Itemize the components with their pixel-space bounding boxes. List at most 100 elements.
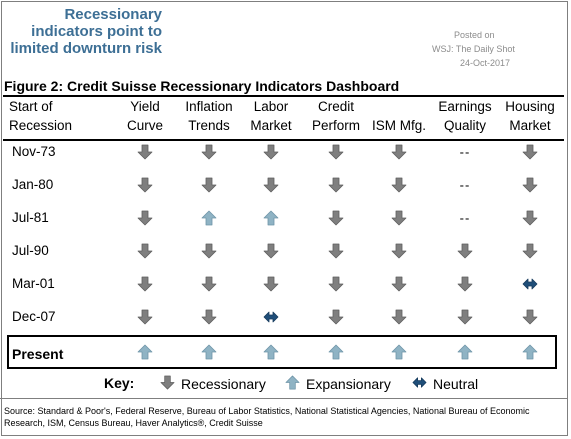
row-header-line-1: Start of	[9, 99, 53, 114]
posted-line-3: 24-Oct-2017	[460, 58, 511, 68]
key-expansionary: Expansionary	[285, 375, 391, 393]
posted-line-1: Posted on	[454, 30, 495, 40]
recessionary-arrow-icon	[328, 144, 344, 160]
row-label: Mar-01	[12, 276, 55, 291]
row-label: Present	[12, 346, 64, 362]
recessionary-arrow-icon	[391, 276, 407, 292]
column-header-line	[372, 97, 426, 116]
row-label: Nov-73	[12, 144, 56, 159]
column-header-yield: Yield Curve	[127, 97, 163, 135]
key-neutral-label: Neutral	[433, 376, 479, 392]
recessionary-arrow-icon	[457, 243, 473, 259]
recessionary-arrow-icon	[201, 276, 217, 292]
column-header-line: Market	[509, 118, 551, 133]
header-rule-bottom	[3, 139, 564, 141]
neutral-arrow-icon	[522, 276, 538, 292]
column-header-line: Perform	[311, 118, 361, 133]
column-header-line: Trends	[188, 118, 230, 133]
recessionary-arrow-icon	[457, 276, 473, 292]
figure-title: Figure 2: Credit Suisse Recessionary Ind…	[4, 78, 400, 94]
key-label: Key:	[104, 375, 135, 391]
row-label: Dec-07	[12, 309, 56, 324]
no-data-cell: --	[459, 144, 471, 160]
key-neutral: Neutral	[412, 375, 478, 393]
expansionary-arrow-icon	[328, 344, 344, 360]
recessionary-arrow-icon	[457, 309, 473, 325]
no-data-cell: --	[459, 210, 471, 226]
recessionary-arrow-icon	[263, 243, 279, 259]
neutral-arrow-icon	[412, 375, 427, 393]
recessionary-arrow-icon	[391, 144, 407, 160]
column-header-ism: ISM Mfg.	[372, 97, 426, 135]
expansionary-arrow-icon	[201, 344, 217, 360]
recessionary-arrow-icon	[201, 309, 217, 325]
recessionary-arrow-icon	[137, 243, 153, 259]
header-rule-top	[3, 95, 564, 97]
recessionary-arrow-icon	[328, 177, 344, 193]
recessionary-arrow-icon	[160, 375, 175, 393]
recessionary-arrow-icon	[201, 243, 217, 259]
expansionary-arrow-icon	[201, 210, 217, 226]
recessionary-arrow-icon	[263, 144, 279, 160]
column-header-earnings: Earnings Quality	[438, 97, 491, 135]
recessionary-arrow-icon	[391, 210, 407, 226]
column-header-inflation: Inflation Trends	[185, 97, 232, 135]
recessionary-arrow-icon	[137, 210, 153, 226]
expansionary-arrow-icon	[263, 210, 279, 226]
column-header-line: ISM Mfg.	[371, 118, 427, 133]
expansionary-arrow-icon	[391, 344, 407, 360]
recessionary-arrow-icon	[201, 144, 217, 160]
recessionary-arrow-icon	[522, 177, 538, 193]
row-label: Jul-90	[12, 243, 49, 258]
key-expansionary-label: Expansionary	[306, 376, 391, 392]
recessionary-arrow-icon	[522, 309, 538, 325]
neutral-arrow-icon	[263, 309, 279, 325]
column-header-line: Credit	[317, 99, 355, 114]
column-header-housing: Housing Market	[505, 97, 555, 135]
headline: Recessionary indicators point to limited…	[10, 6, 162, 57]
recessionary-arrow-icon	[391, 177, 407, 193]
expansionary-arrow-icon	[522, 344, 538, 360]
column-header-line: Quality	[443, 118, 487, 133]
column-header-line: Labor	[253, 99, 289, 114]
column-header-line: Market	[250, 118, 292, 133]
recessionary-arrow-icon	[137, 177, 153, 193]
present-row-box	[7, 335, 557, 369]
column-header-line: Inflation	[185, 99, 233, 114]
column-header-labor: Labor Market	[250, 97, 291, 135]
column-header-line: Housing	[505, 99, 555, 114]
recessionary-arrow-icon	[137, 144, 153, 160]
recessionary-arrow-icon	[328, 210, 344, 226]
recessionary-arrow-icon	[137, 276, 153, 292]
posted-note: Posted on WSJ: The Daily Shot 24-Oct-201…	[432, 28, 556, 70]
recessionary-arrow-icon	[522, 243, 538, 259]
recessionary-arrow-icon	[201, 177, 217, 193]
recessionary-arrow-icon	[328, 276, 344, 292]
expansionary-arrow-icon	[263, 344, 279, 360]
recessionary-arrow-icon	[522, 210, 538, 226]
recessionary-arrow-icon	[522, 144, 538, 160]
expansionary-arrow-icon	[285, 375, 300, 393]
source-note: Source: Standard & Poor's, Federal Reser…	[0, 398, 567, 429]
recessionary-arrow-icon	[328, 243, 344, 259]
recessionary-arrow-icon	[328, 309, 344, 325]
key-recessionary: Recessionary	[160, 375, 266, 393]
row-header-line-2: Recession	[9, 118, 73, 133]
recessionary-arrow-icon	[391, 309, 407, 325]
recessionary-arrow-icon	[263, 276, 279, 292]
column-header-line: Curve	[126, 118, 164, 133]
column-header-line: Yield	[130, 99, 160, 114]
recessionary-arrow-icon	[391, 243, 407, 259]
expansionary-arrow-icon	[457, 344, 473, 360]
column-header-credit: Credit Perform	[312, 97, 360, 135]
column-header-line: Earnings	[438, 99, 492, 114]
key-recessionary-label: Recessionary	[181, 376, 266, 392]
row-label: Jan-80	[12, 177, 54, 192]
no-data-cell: --	[459, 177, 471, 193]
row-label: Jul-81	[12, 210, 49, 225]
row-header: Start of Recession	[9, 97, 72, 135]
expansionary-arrow-icon	[137, 344, 153, 360]
posted-line-2: WSJ: The Daily Shot	[432, 44, 515, 54]
recessionary-arrow-icon	[137, 309, 153, 325]
